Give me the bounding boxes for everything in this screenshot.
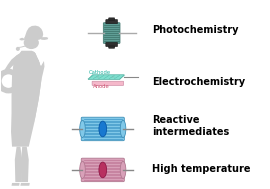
Ellipse shape bbox=[80, 161, 85, 179]
Text: Anode: Anode bbox=[93, 84, 110, 89]
Text: Cathode: Cathode bbox=[89, 70, 111, 75]
Ellipse shape bbox=[80, 120, 85, 138]
FancyBboxPatch shape bbox=[109, 46, 114, 48]
Polygon shape bbox=[33, 52, 41, 70]
Polygon shape bbox=[20, 38, 25, 40]
Polygon shape bbox=[34, 52, 45, 122]
Polygon shape bbox=[12, 183, 20, 186]
Polygon shape bbox=[12, 89, 16, 94]
Ellipse shape bbox=[16, 47, 20, 51]
Ellipse shape bbox=[120, 120, 126, 138]
Polygon shape bbox=[4, 51, 22, 74]
FancyBboxPatch shape bbox=[81, 158, 124, 182]
FancyBboxPatch shape bbox=[103, 23, 120, 43]
Polygon shape bbox=[15, 147, 22, 182]
Polygon shape bbox=[21, 183, 30, 186]
Ellipse shape bbox=[99, 162, 107, 178]
FancyBboxPatch shape bbox=[109, 18, 114, 20]
Text: High temperature: High temperature bbox=[152, 164, 251, 174]
FancyBboxPatch shape bbox=[81, 117, 124, 141]
Polygon shape bbox=[11, 51, 41, 147]
Ellipse shape bbox=[24, 36, 39, 49]
Polygon shape bbox=[19, 45, 26, 48]
Polygon shape bbox=[88, 75, 124, 79]
Ellipse shape bbox=[99, 121, 107, 137]
Polygon shape bbox=[41, 37, 48, 40]
Text: Electrochemistry: Electrochemistry bbox=[152, 77, 245, 87]
FancyBboxPatch shape bbox=[106, 19, 117, 24]
FancyBboxPatch shape bbox=[106, 43, 117, 46]
Text: Reactive
intermediates: Reactive intermediates bbox=[152, 115, 230, 137]
FancyBboxPatch shape bbox=[92, 81, 124, 85]
Polygon shape bbox=[24, 26, 43, 40]
Polygon shape bbox=[21, 147, 29, 182]
Text: Photochemistry: Photochemistry bbox=[152, 25, 239, 35]
Ellipse shape bbox=[120, 161, 126, 179]
Polygon shape bbox=[24, 37, 42, 40]
